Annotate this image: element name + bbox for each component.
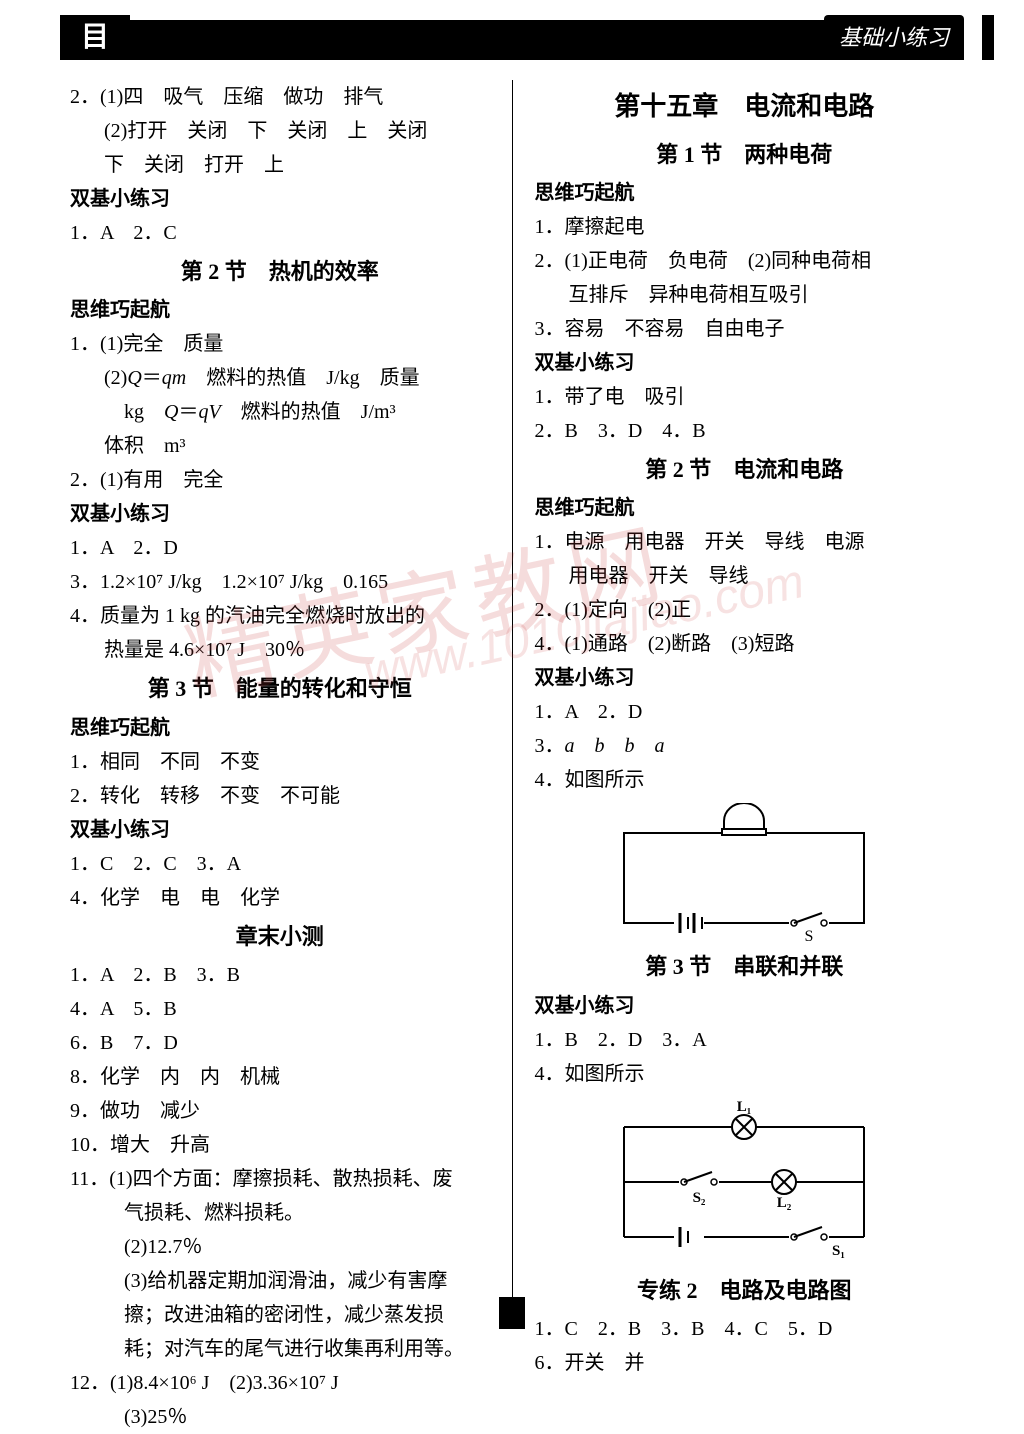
- subsection-heading: 双基小练习: [70, 183, 490, 216]
- header-right-accent: [982, 15, 994, 60]
- answer-line: 4．(1)通路 (2)断路 (3)短路: [535, 628, 955, 661]
- switch-label: S: [805, 928, 814, 943]
- answer-line: 1．A 2．C: [70, 217, 490, 250]
- answer-line: 12．(1)8.4×10⁶ J (2)3.36×10⁷ J: [70, 1367, 490, 1400]
- subsection-heading: 思维巧起航: [535, 492, 955, 525]
- header-badge: 基础小练习: [824, 15, 964, 60]
- subsection-heading: 双基小练习: [70, 498, 490, 531]
- switch-label: S₁: [832, 1243, 845, 1259]
- answer-line: 1．(1)完全 质量: [70, 328, 490, 361]
- subsection-heading: 思维巧起航: [70, 294, 490, 327]
- answer-line: 下 关闭 打开 上: [70, 149, 490, 182]
- text: (2): [104, 367, 127, 389]
- section-title: 第 1 节 两种电荷: [535, 137, 955, 173]
- answer-line: 9．做功 减少: [70, 1095, 490, 1128]
- answer-line: 1．电源 用电器 开关 导线 电源: [535, 526, 955, 559]
- subsection-heading: 双基小练习: [535, 347, 955, 380]
- formula-var: qV: [198, 401, 220, 423]
- lamp-label: L₂: [777, 1195, 792, 1211]
- text: 3．: [535, 735, 565, 757]
- column-divider: [512, 80, 513, 1307]
- formula-var: qm: [162, 367, 186, 389]
- answer-line: (3)给机器定期加润滑油，减少有害摩: [70, 1265, 490, 1298]
- answer-line: 1．C 2．C 3．A: [70, 848, 490, 881]
- answer-line: 3．1.2×10⁷ J/kg 1.2×10⁷ J/kg 0.165: [70, 566, 490, 599]
- circuit-diagram-2: L₁ S₂ L₂ S₁: [584, 1097, 904, 1267]
- formula-var: Q: [127, 367, 141, 389]
- answer-line: 2．(1)四 吸气 压缩 做功 排气: [70, 81, 490, 114]
- answer-line: 11．(1)四个方面：摩擦损耗、散热损耗、废: [70, 1163, 490, 1196]
- answer-line: 1．B 2．D 3．A: [535, 1024, 955, 1057]
- header-bar: 目 基础小练习: [60, 20, 964, 60]
- answer-line: 6．B 7．D: [70, 1027, 490, 1060]
- formula-var: a b b a: [565, 735, 665, 757]
- subsection-heading: 双基小练习: [535, 662, 955, 695]
- subsection-heading: 双基小练习: [535, 990, 955, 1023]
- answer-line: 3．容易 不容易 自由电子: [535, 313, 955, 346]
- answer-line: 3．a b b a: [535, 730, 955, 763]
- answer-line: 1．A 2．D: [535, 696, 955, 729]
- answer-line: 1．摩擦起电: [535, 211, 955, 244]
- answer-line: (2)Q＝qm 燃料的热值 J/kg 质量: [70, 362, 490, 395]
- answer-line: 4．质量为 1 kg 的汽油完全燃烧时放出的: [70, 600, 490, 633]
- answer-line: 6．开关 并: [535, 1347, 955, 1380]
- section-title: 第 2 节 热机的效率: [70, 254, 490, 290]
- section-title: 专练 2 电路及电路图: [535, 1273, 955, 1309]
- answer-line: (3)25％: [70, 1401, 490, 1434]
- text: ＝: [142, 367, 162, 389]
- subsection-heading: 思维巧起航: [70, 712, 490, 745]
- page-content: 2．(1)四 吸气 压缩 做功 排气 (2)打开 关闭 下 关闭 上 关闭 下 …: [60, 80, 964, 1307]
- answer-line: 热量是 4.6×10⁷ J 30％: [70, 634, 490, 667]
- answer-line: 2．(1)定向 (2)正: [535, 594, 955, 627]
- answer-line: 互排斥 异种电荷相互吸引: [535, 279, 955, 312]
- answer-line: 气损耗、燃料损耗。: [70, 1197, 490, 1230]
- answer-line: 1．带了电 吸引: [535, 381, 955, 414]
- answer-line: 耗；对汽车的尾气进行收集再利用等。: [70, 1333, 490, 1366]
- text: kg: [124, 401, 164, 423]
- answer-line: 2．(1)正电荷 负电荷 (2)同种电荷相: [535, 245, 955, 278]
- answer-line: 10．增大 升高: [70, 1129, 490, 1162]
- switch-label: S₂: [693, 1190, 706, 1206]
- right-column: 第十五章 电流和电路 第 1 节 两种电荷 思维巧起航 1．摩擦起电 2．(1)…: [515, 80, 965, 1307]
- answer-line: 4．如图所示: [535, 1058, 955, 1091]
- section-title: 第 3 节 串联和并联: [535, 949, 955, 985]
- answer-line: 1．相同 不同 不变: [70, 746, 490, 779]
- answer-line: 体积 m³: [70, 430, 490, 463]
- answer-line: 擦；改进油箱的密闭性，减少蒸发损: [70, 1299, 490, 1332]
- section-title: 第 2 节 电流和电路: [535, 452, 955, 488]
- answer-line: 4．如图所示: [535, 764, 955, 797]
- answer-line: 1．C 2．B 3．B 4．C 5．D: [535, 1313, 955, 1346]
- subsection-heading: 思维巧起航: [535, 177, 955, 210]
- answer-line: 1．A 2．D: [70, 532, 490, 565]
- header-logo: 目: [60, 15, 130, 60]
- chapter-title: 第十五章 电流和电路: [535, 86, 955, 129]
- formula-var: Q: [164, 401, 178, 423]
- circuit-diagram-1: S: [594, 803, 894, 943]
- answer-line: 2．(1)有用 完全: [70, 464, 490, 497]
- text: ＝: [178, 401, 198, 423]
- page-foot-icon: [499, 1297, 525, 1329]
- lamp-label: L₁: [737, 1099, 752, 1115]
- answer-line: 2．转化 转移 不变 不可能: [70, 780, 490, 813]
- subsection-heading: 双基小练习: [70, 814, 490, 847]
- section-title: 第 3 节 能量的转化和守恒: [70, 671, 490, 707]
- answer-line: 用电器 开关 导线: [535, 560, 955, 593]
- answer-line: (2)打开 关闭 下 关闭 上 关闭: [70, 115, 490, 148]
- answer-line: 8．化学 内 内 机械: [70, 1061, 490, 1094]
- answer-line: kg Q＝qV 燃料的热值 J/m³: [70, 396, 490, 429]
- left-column: 2．(1)四 吸气 压缩 做功 排气 (2)打开 关闭 下 关闭 上 关闭 下 …: [60, 80, 510, 1307]
- answer-line: 4．化学 电 电 化学: [70, 882, 490, 915]
- answer-line: (2)12.7％: [70, 1231, 490, 1264]
- text: 燃料的热值 J/m³: [221, 401, 396, 423]
- answer-line: 2．B 3．D 4．B: [535, 415, 955, 448]
- text: 燃料的热值 J/kg 质量: [186, 367, 419, 389]
- answer-line: 1．A 2．B 3．B: [70, 959, 490, 992]
- section-title: 章末小测: [70, 919, 490, 955]
- answer-line: 4．A 5．B: [70, 993, 490, 1026]
